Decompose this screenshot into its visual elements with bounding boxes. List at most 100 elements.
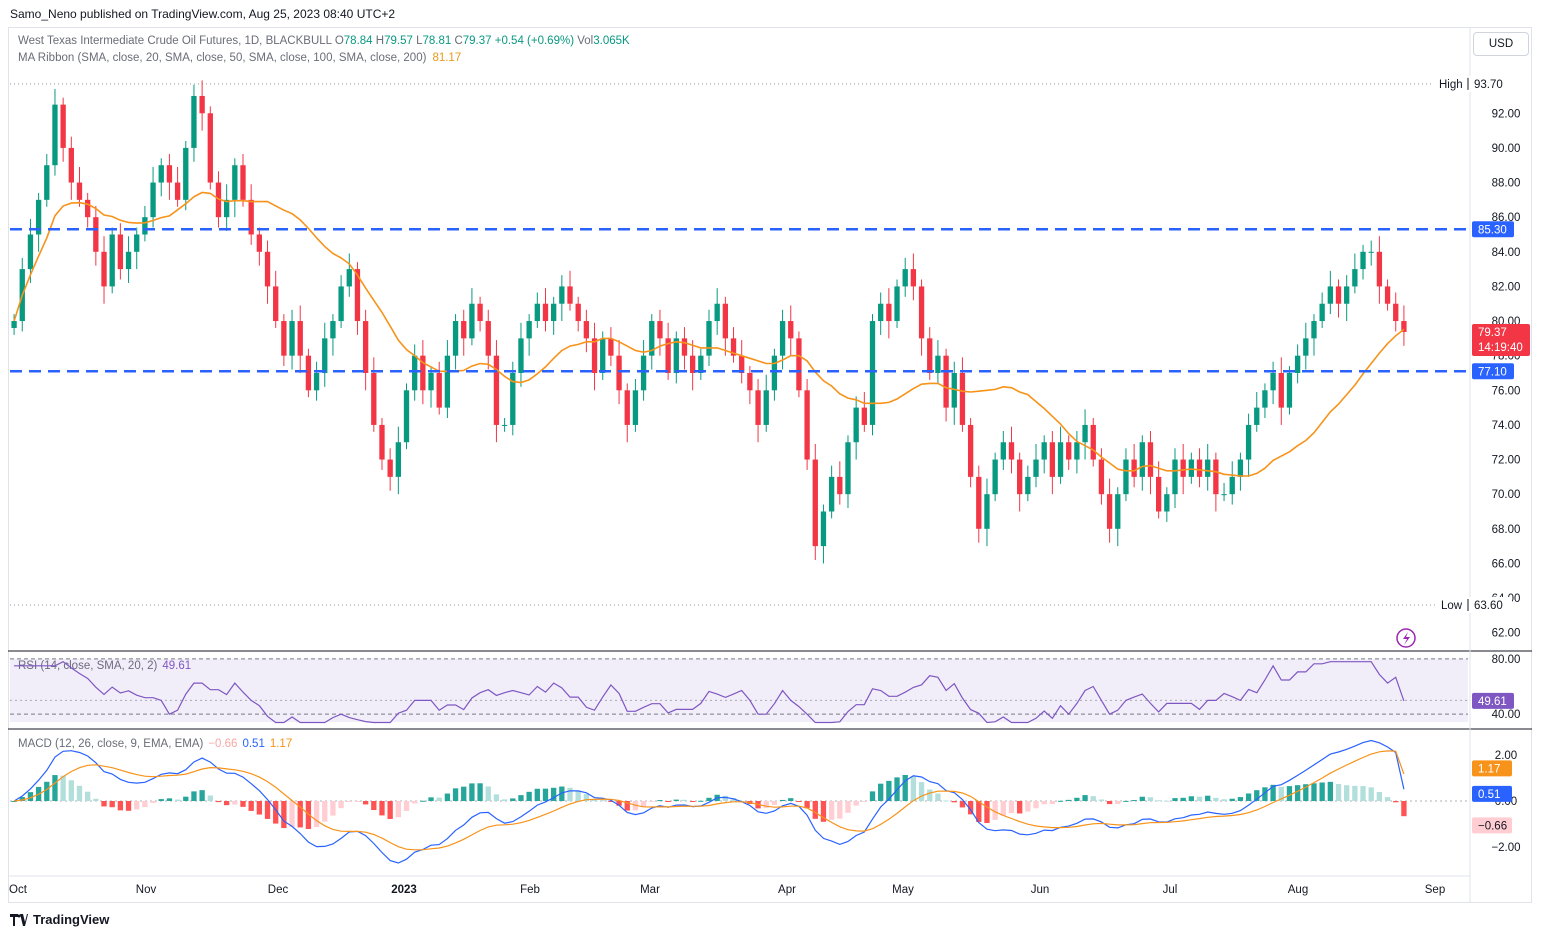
macd-histogram-bar xyxy=(763,801,769,809)
candle xyxy=(869,314,876,436)
candle xyxy=(166,153,173,200)
rsi-label: RSI (14, close, SMA, 20, 2) xyxy=(18,660,158,672)
candle xyxy=(142,205,148,242)
macd-histogram-bar xyxy=(910,776,917,801)
macd-histogram-bar xyxy=(1401,801,1407,817)
macd-histogram-bar xyxy=(166,798,173,801)
macd-histogram-bar xyxy=(845,801,851,813)
macd-histogram-bar xyxy=(681,799,688,801)
macd-histogram-bar xyxy=(501,799,508,801)
candle xyxy=(1319,292,1325,328)
macd-histogram-bar xyxy=(1213,797,1219,801)
candle xyxy=(551,296,557,335)
rsi-value: 49.61 xyxy=(162,660,192,672)
macd-hist-value: −0.66 xyxy=(208,738,238,750)
macd-histogram-bar xyxy=(591,799,598,801)
macd-histogram-bar xyxy=(477,783,483,801)
macd-histogram-bar xyxy=(232,801,238,805)
macd-histogram-bar xyxy=(534,788,540,801)
macd-histogram-bar xyxy=(665,801,671,802)
macd-histogram-bar xyxy=(1344,785,1350,801)
symbol-name: West Texas Intermediate Crude Oil Future… xyxy=(18,35,332,47)
candle xyxy=(158,158,164,197)
macd-histogram-bar xyxy=(608,801,614,803)
candle xyxy=(1278,357,1284,425)
candle xyxy=(583,309,590,353)
candle xyxy=(657,309,663,356)
candle xyxy=(935,340,941,384)
macd-histogram-bar xyxy=(551,787,557,801)
macd-histogram-bar xyxy=(1164,800,1170,802)
candle xyxy=(894,279,900,328)
macd-histogram-bar xyxy=(1131,800,1137,802)
macd-histogram-bar xyxy=(1319,782,1325,801)
candle xyxy=(1196,448,1203,488)
macd-histogram-bar xyxy=(673,799,679,801)
candle xyxy=(1008,426,1015,474)
time-tick-label: Dec xyxy=(268,884,289,896)
rsi-legend: RSI (14, close, SMA, 20, 2) 49.61 xyxy=(18,660,191,672)
svg-text:−0.66: −0.66 xyxy=(1478,820,1507,832)
candle xyxy=(1188,452,1195,484)
macd-histogram-bar xyxy=(779,799,786,801)
candle xyxy=(878,292,884,335)
candle xyxy=(845,435,851,509)
macd-histogram-bar xyxy=(264,801,271,819)
svg-text:63.60: 63.60 xyxy=(1474,600,1503,612)
price-tick-label: 74.00 xyxy=(1492,420,1521,432)
candle xyxy=(469,288,475,346)
candle xyxy=(739,340,745,384)
macd-histogram-bar xyxy=(493,794,500,801)
candle xyxy=(1082,409,1088,460)
lightning-icon[interactable] xyxy=(1396,628,1416,648)
macd-histogram-bar xyxy=(1155,800,1162,802)
rsi-tick-label: 40.00 xyxy=(1492,709,1521,721)
macd-histogram-bar xyxy=(1017,801,1023,814)
candle xyxy=(76,166,83,207)
price-tick-label: 70.00 xyxy=(1492,489,1521,501)
last-price-badge: 79.37 14:19:40 xyxy=(1472,323,1530,356)
macd-histogram-bar xyxy=(640,801,647,808)
macd-legend: MACD (12, 26, close, 9, EMA, EMA) −0.66 0.… xyxy=(18,738,292,750)
macd-histogram-bar xyxy=(804,801,810,809)
macd-histogram-bar xyxy=(698,800,704,802)
candle xyxy=(322,322,328,387)
candle xyxy=(248,184,254,245)
macd-histogram-bar xyxy=(796,801,802,802)
candle xyxy=(837,461,843,505)
candle xyxy=(967,418,974,488)
macd-histogram-bar xyxy=(510,798,516,801)
candle xyxy=(485,309,491,370)
candle xyxy=(1180,443,1186,495)
time-tick-label: 2023 xyxy=(391,884,417,896)
macd-histogram-bar xyxy=(1188,796,1195,801)
macd-histogram-bar xyxy=(861,801,867,802)
candle xyxy=(1172,448,1178,509)
macd-histogram-bar xyxy=(93,798,99,801)
candle xyxy=(11,314,17,335)
high-value: 79.57 xyxy=(384,35,413,47)
brand-name: TradingView xyxy=(33,912,110,927)
macd-histogram-bar xyxy=(305,801,312,829)
candle xyxy=(1090,418,1096,467)
macd-histogram-bar xyxy=(600,800,606,802)
macd-histogram-bar xyxy=(943,800,949,802)
candle xyxy=(828,465,835,519)
macd-histogram-bar xyxy=(215,801,222,803)
macd-histogram-bar xyxy=(248,801,254,811)
macd-histogram-bar xyxy=(951,801,957,803)
candle xyxy=(788,305,794,356)
macd-histogram-bar xyxy=(722,795,729,801)
macd-histogram-bar xyxy=(853,801,859,806)
currency-button[interactable]: USD xyxy=(1473,32,1529,56)
candle xyxy=(1000,430,1006,470)
macd-histogram-bar xyxy=(583,794,590,801)
candle xyxy=(346,253,352,297)
candle xyxy=(297,305,303,373)
upper-level-badge: 85.30 xyxy=(1472,221,1514,238)
svg-text:79.37: 79.37 xyxy=(1478,327,1507,339)
candle xyxy=(1131,443,1137,488)
low-tag: Low 63.60 xyxy=(1436,596,1512,613)
macd-histogram-bar xyxy=(183,796,189,801)
